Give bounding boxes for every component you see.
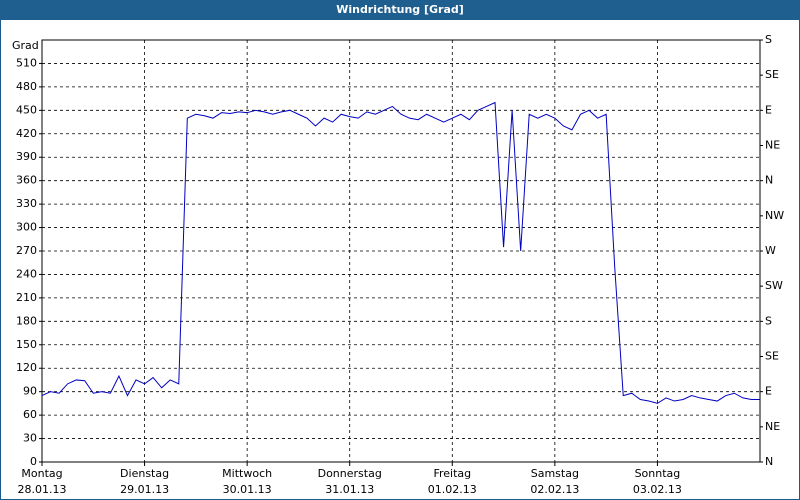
y-tick-label: 300 <box>16 221 37 234</box>
y-tick-label: 90 <box>23 385 37 398</box>
y2-tick-label: SE <box>765 68 779 81</box>
y-tick-label: 0 <box>30 455 37 468</box>
x-tick-label: Samstag <box>531 467 579 480</box>
x-tick-label: Sonntag <box>635 467 681 480</box>
y2-tick-label: SW <box>765 279 783 292</box>
y-tick-label: 210 <box>16 291 37 304</box>
y-tick-label: 420 <box>16 127 37 140</box>
y2-tick-label: N <box>765 174 773 187</box>
y2-tick-label: NW <box>765 209 784 222</box>
plot-area <box>42 40 760 462</box>
y-tick-label: 180 <box>16 314 37 327</box>
y-tick-label: 390 <box>16 150 37 163</box>
y2-tick-label: W <box>765 244 776 257</box>
y2-tick-label: NE <box>765 139 780 152</box>
title-bar <box>0 0 800 20</box>
y2-tick-label: S <box>765 33 772 46</box>
y-tick-label: 360 <box>16 174 37 187</box>
x-tick-label: Freitag <box>433 467 471 480</box>
x-tick-label: 03.02.13 <box>633 483 682 496</box>
x-tick-label: 02.02.13 <box>530 483 579 496</box>
y-tick-label: 480 <box>16 80 37 93</box>
x-tick-label: 29.01.13 <box>120 483 169 496</box>
y2-tick-label: N <box>765 455 773 468</box>
y2-tick-label: E <box>765 103 772 116</box>
y-tick-label: 240 <box>16 267 37 280</box>
x-tick-label: 30.01.13 <box>223 483 272 496</box>
chart-title: Windrichtung [Grad] <box>336 3 464 16</box>
x-tick-label: Mittwoch <box>222 467 272 480</box>
y-tick-label: 120 <box>16 361 37 374</box>
x-tick-label: 01.02.13 <box>428 483 477 496</box>
y-tick-label: 510 <box>16 56 37 69</box>
y2-tick-label: S <box>765 314 772 327</box>
y2-tick-label: NE <box>765 420 780 433</box>
x-tick-label: Dienstag <box>120 467 169 480</box>
x-tick-label: Donnerstag <box>318 467 382 480</box>
y-tick-label: 330 <box>16 197 37 210</box>
y-tick-label: 60 <box>23 408 37 421</box>
y2-tick-label: SE <box>765 350 779 363</box>
plot-border <box>41 39 761 463</box>
data-line <box>41 101 760 404</box>
y-tick-label: 150 <box>16 338 37 351</box>
y-tick-label: 450 <box>16 103 37 116</box>
y-tick-label: 270 <box>16 244 37 257</box>
x-tick-label: Montag <box>21 467 62 480</box>
x-tick-label: 28.01.13 <box>18 483 67 496</box>
x-tick-label: 31.01.13 <box>325 483 374 496</box>
y-tick-label: 30 <box>23 432 37 445</box>
y2-tick-label: E <box>765 385 772 398</box>
y-axis-label: Grad <box>12 39 39 52</box>
